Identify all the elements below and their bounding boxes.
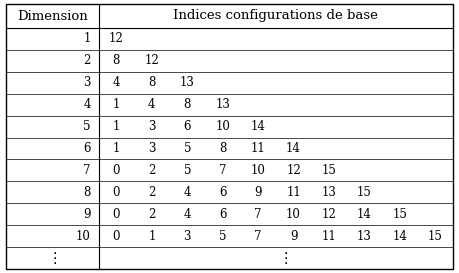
Text: 4: 4 — [83, 98, 91, 111]
Text: Indices configurations de base: Indices configurations de base — [174, 10, 378, 22]
Text: 6: 6 — [184, 120, 191, 133]
Text: 10: 10 — [286, 208, 301, 221]
Text: 3: 3 — [184, 230, 191, 243]
Text: 9: 9 — [83, 208, 91, 221]
Text: 3: 3 — [83, 76, 91, 89]
Text: 14: 14 — [392, 230, 407, 243]
Text: 14: 14 — [357, 208, 372, 221]
Text: 8: 8 — [113, 54, 120, 67]
Text: 11: 11 — [286, 186, 301, 199]
Text: 3: 3 — [148, 120, 156, 133]
Text: 5: 5 — [184, 142, 191, 155]
Text: 8: 8 — [184, 98, 191, 111]
Text: 1: 1 — [84, 32, 91, 46]
Text: 10: 10 — [251, 164, 266, 177]
Text: 2: 2 — [148, 186, 156, 199]
Text: 7: 7 — [83, 164, 91, 177]
Text: 14: 14 — [286, 142, 301, 155]
Text: 4: 4 — [112, 76, 120, 89]
Text: 15: 15 — [392, 208, 407, 221]
Text: 11: 11 — [251, 142, 265, 155]
Text: 15: 15 — [322, 164, 336, 177]
Text: $\vdots$: $\vdots$ — [47, 250, 57, 266]
Text: 1: 1 — [113, 98, 120, 111]
Text: 10: 10 — [76, 230, 91, 243]
Text: 9: 9 — [290, 230, 297, 243]
Text: 5: 5 — [184, 164, 191, 177]
Text: 8: 8 — [84, 186, 91, 199]
Text: 8: 8 — [148, 76, 156, 89]
Text: 13: 13 — [357, 230, 372, 243]
Text: 11: 11 — [322, 230, 336, 243]
Text: Dimension: Dimension — [17, 10, 88, 22]
Text: 3: 3 — [148, 142, 156, 155]
Text: 1: 1 — [148, 230, 156, 243]
Text: 7: 7 — [254, 230, 262, 243]
Text: 6: 6 — [83, 142, 91, 155]
Text: 0: 0 — [112, 186, 120, 199]
Text: 13: 13 — [180, 76, 195, 89]
Text: 0: 0 — [112, 164, 120, 177]
Text: 4: 4 — [148, 98, 156, 111]
Text: 13: 13 — [322, 186, 336, 199]
Text: 15: 15 — [357, 186, 372, 199]
Text: 6: 6 — [219, 208, 226, 221]
Text: 14: 14 — [251, 120, 266, 133]
Text: 15: 15 — [428, 230, 443, 243]
Text: 4: 4 — [184, 186, 191, 199]
Text: 2: 2 — [148, 208, 156, 221]
Text: 5: 5 — [219, 230, 226, 243]
Text: 4: 4 — [184, 208, 191, 221]
Text: 8: 8 — [219, 142, 226, 155]
Text: 10: 10 — [215, 120, 230, 133]
Text: 12: 12 — [145, 54, 159, 67]
Text: 2: 2 — [148, 164, 156, 177]
Text: 9: 9 — [254, 186, 262, 199]
Text: 1: 1 — [113, 142, 120, 155]
Text: 12: 12 — [109, 32, 124, 46]
Text: 7: 7 — [254, 208, 262, 221]
Text: $\vdots$: $\vdots$ — [278, 250, 288, 266]
Text: 12: 12 — [322, 208, 336, 221]
Text: 0: 0 — [112, 208, 120, 221]
Text: 5: 5 — [83, 120, 91, 133]
Text: 2: 2 — [84, 54, 91, 67]
Text: 13: 13 — [215, 98, 230, 111]
Text: 6: 6 — [219, 186, 226, 199]
Text: 12: 12 — [286, 164, 301, 177]
Text: 0: 0 — [112, 230, 120, 243]
Text: 1: 1 — [113, 120, 120, 133]
Text: 7: 7 — [219, 164, 226, 177]
